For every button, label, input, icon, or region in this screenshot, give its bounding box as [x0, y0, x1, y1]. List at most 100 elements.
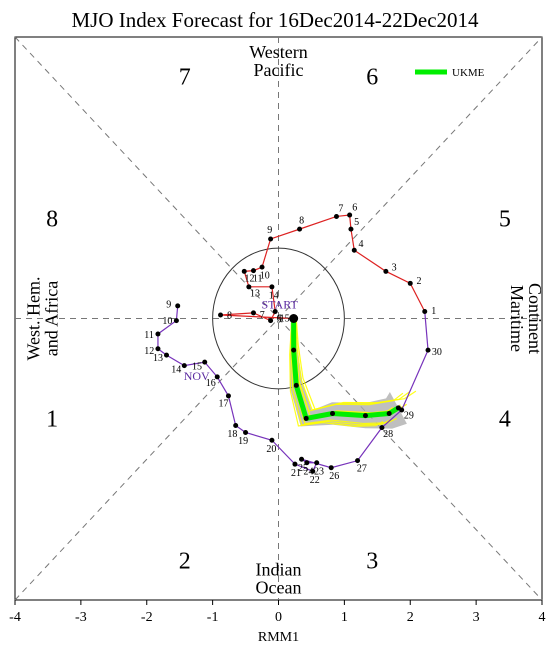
day-label: 19 — [238, 436, 248, 447]
day-label: 14 — [269, 291, 279, 302]
data-point — [297, 226, 303, 232]
data-point — [250, 310, 256, 316]
phase-number-6: 6 — [366, 65, 378, 91]
forecast-point — [330, 411, 336, 417]
day-label: 4 — [358, 239, 363, 250]
x-tick-label: -2 — [141, 610, 153, 625]
phase-number-5: 5 — [499, 206, 511, 232]
forecast-point — [303, 415, 309, 421]
day-label: 11 — [144, 330, 154, 341]
data-point — [243, 430, 249, 436]
forecast-point — [291, 347, 297, 353]
data-point — [202, 359, 208, 365]
x-tick-label: -1 — [207, 610, 219, 625]
day-label: 27 — [357, 464, 367, 475]
data-point — [314, 460, 320, 466]
day-label: 5 — [277, 315, 282, 326]
day-label: 7 — [338, 204, 343, 215]
day-label: 25 — [298, 463, 308, 474]
chart-title: MJO Index Forecast for 16Dec2014-22Dec20… — [71, 8, 479, 32]
day-label: 10 — [260, 271, 270, 282]
x-tick-label: -3 — [75, 610, 87, 625]
day-label: 30 — [432, 347, 442, 358]
ensemble-spread — [289, 318, 407, 429]
day-label: 3 — [392, 263, 397, 274]
region-label-top: Western — [249, 42, 308, 62]
data-point — [379, 425, 385, 431]
day-label: 17 — [219, 398, 229, 409]
start-label: START — [261, 298, 298, 312]
day-label: 9 — [166, 300, 171, 311]
data-point — [333, 213, 339, 219]
data-point — [269, 284, 275, 290]
x-tick-label: 0 — [275, 610, 282, 625]
data-point — [355, 458, 361, 464]
diagonal-line — [14, 36, 543, 601]
ensemble-member-line — [294, 315, 411, 411]
data-point — [328, 465, 334, 471]
region-label-right: Maritime — [507, 285, 527, 352]
phase-number-2: 2 — [179, 548, 191, 574]
forecast-point — [386, 411, 392, 417]
x-tick-label: 2 — [407, 610, 414, 625]
legend-label-ukme: UKME — [452, 67, 485, 79]
day-label: 6 — [352, 203, 357, 214]
day-label: 15 — [280, 314, 290, 325]
data-point — [399, 407, 405, 413]
phase-number-1: 1 — [46, 407, 58, 433]
start-point — [289, 314, 299, 323]
data-point — [407, 280, 413, 286]
region-label-left: West. Hem. — [23, 276, 43, 360]
day-label: 20 — [266, 444, 276, 455]
data-point — [233, 422, 239, 428]
day-label: 9 — [267, 225, 272, 236]
phase-number-8: 8 — [46, 206, 58, 232]
x-tick-label: -4 — [9, 610, 21, 625]
ensemble-member-line — [290, 320, 391, 426]
day-label: 10 — [162, 316, 172, 327]
day-label: 18 — [227, 429, 237, 440]
data-point — [268, 236, 274, 242]
data-point — [155, 331, 161, 337]
data-point — [292, 461, 298, 467]
data-point — [269, 437, 275, 443]
data-point — [164, 352, 170, 358]
forecast-point — [362, 413, 368, 419]
day-label: 21 — [291, 468, 301, 479]
data-point — [299, 456, 305, 462]
data-point — [181, 363, 187, 369]
data-point — [214, 374, 220, 380]
region-label-bottom: Indian — [256, 559, 302, 579]
region-label-bottom: Ocean — [256, 577, 302, 597]
data-point — [347, 212, 353, 218]
phase-number-3: 3 — [366, 548, 378, 574]
forecast-ukme-line — [291, 318, 400, 421]
day-label: 16 — [206, 378, 216, 389]
forecast-point — [293, 382, 299, 388]
region-label-top: Pacific — [254, 60, 304, 80]
x-tick-label: 3 — [473, 610, 480, 625]
day-label: 1 — [431, 306, 436, 317]
data-point — [425, 347, 431, 353]
data-point — [304, 460, 310, 466]
day-label: 15 — [192, 362, 202, 373]
ensemble-member-line — [294, 316, 404, 412]
data-point — [218, 312, 224, 318]
x-tick-label: 4 — [539, 610, 546, 625]
day-label: 5 — [354, 217, 359, 228]
data-point — [175, 303, 181, 309]
data-point — [351, 247, 357, 253]
day-label: 8 — [299, 215, 304, 226]
day-label: 12 — [245, 274, 255, 285]
day-label: 12 — [144, 346, 154, 357]
data-point — [422, 308, 428, 314]
data-point — [246, 284, 252, 290]
data-point — [383, 268, 389, 274]
day-label: 8 — [227, 311, 232, 322]
day-label: 14 — [171, 365, 181, 376]
region-label-right: Continent — [525, 283, 545, 354]
day-label: 24 — [304, 467, 314, 478]
phase-number-7: 7 — [179, 65, 191, 91]
day-label: 28 — [383, 429, 393, 440]
data-point — [225, 393, 231, 399]
